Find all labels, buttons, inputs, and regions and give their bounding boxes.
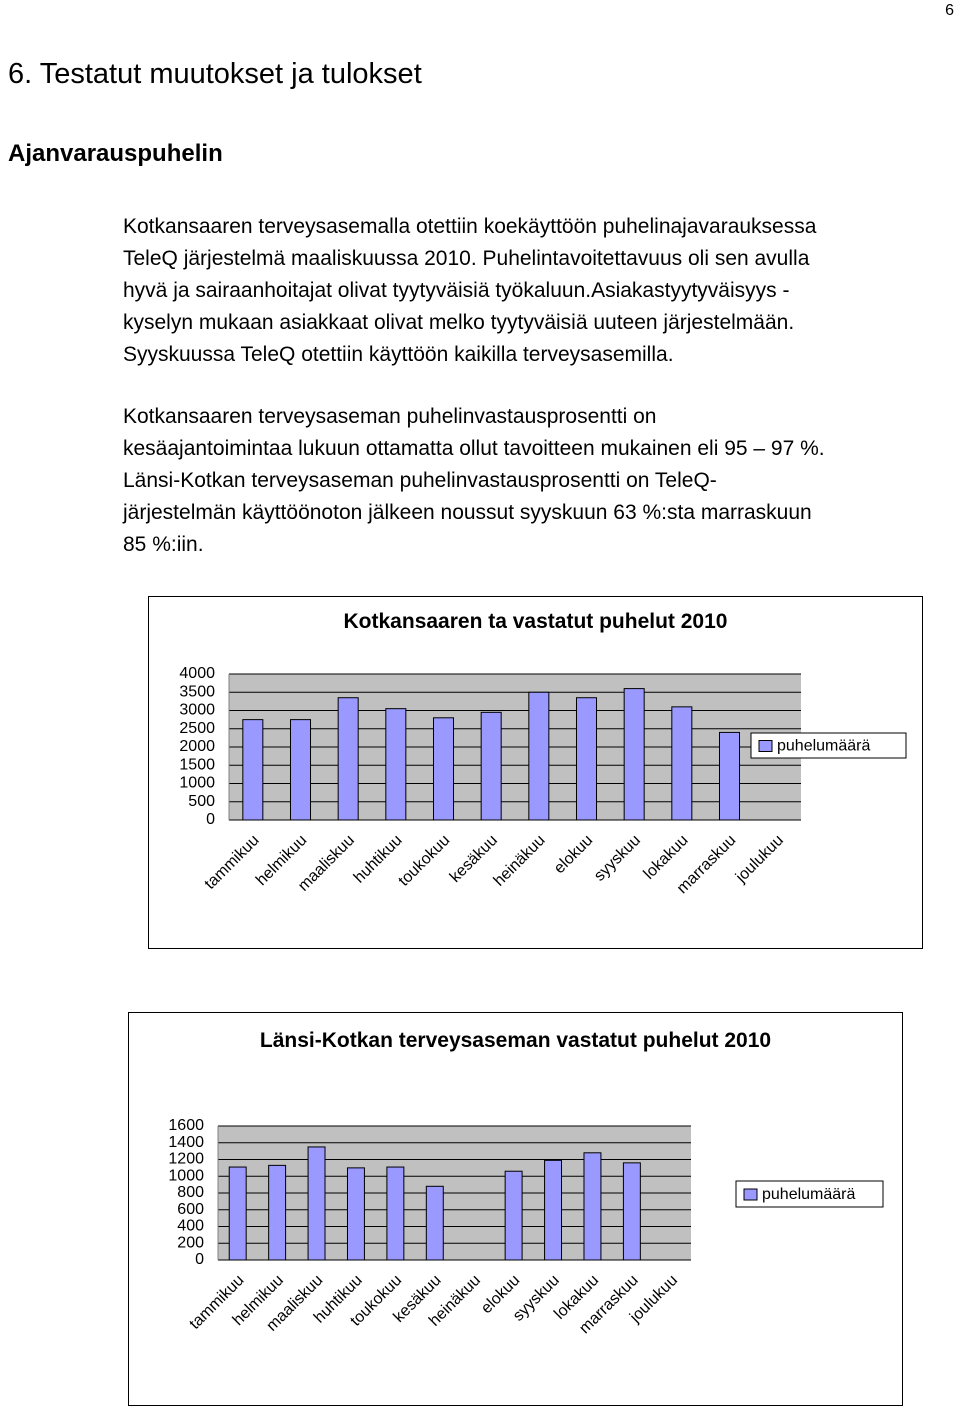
chart-title: Kotkansaaren ta vastatut puhelut 2010 bbox=[343, 610, 728, 633]
bar bbox=[671, 706, 693, 821]
bar bbox=[432, 717, 455, 821]
legend-label: puhelumäärä bbox=[762, 1186, 856, 1203]
text-line: kyselyn mukaan asiakkaat olivat melko ty… bbox=[123, 311, 795, 334]
x-tick-label: joulukuu bbox=[732, 832, 787, 887]
bar bbox=[583, 1152, 602, 1261]
heading: 6. Testatut muutokset ja tulokset bbox=[8, 58, 422, 90]
bar bbox=[289, 719, 312, 821]
chart-title: Länsi-Kotkan terveysaseman vastatut puhe… bbox=[259, 1029, 772, 1052]
y-tick-label: 1000 bbox=[179, 775, 215, 792]
page-number: 6 bbox=[945, 2, 954, 19]
bar bbox=[504, 1170, 523, 1261]
y-tick-label: 1000 bbox=[168, 1167, 204, 1184]
chart: Länsi-Kotkan terveysaseman vastatut puhe… bbox=[128, 1012, 903, 1406]
bar bbox=[346, 1167, 365, 1261]
y-tick-label: 2500 bbox=[179, 720, 215, 737]
text-line: hyvä ja sairaanhoitajat olivat tyytyväis… bbox=[123, 279, 790, 302]
y-tick-label: 400 bbox=[177, 1218, 204, 1235]
text-line: järjestelmän käyttöönoton jälkeen noussu… bbox=[123, 501, 812, 524]
bar bbox=[623, 688, 645, 821]
y-tick-label: 3000 bbox=[179, 702, 215, 719]
y-tick-label: 1400 bbox=[168, 1134, 204, 1151]
text-line: 85 %:iin. bbox=[123, 533, 204, 556]
bar bbox=[480, 711, 502, 821]
bar bbox=[337, 697, 359, 821]
y-tick-label: 3500 bbox=[179, 683, 215, 700]
bar bbox=[307, 1146, 326, 1261]
y-tick-label: 600 bbox=[177, 1201, 204, 1218]
x-tick-label: heinäkuu bbox=[491, 832, 549, 890]
text-line: Kotkansaaren terveysasemalla otettiin ko… bbox=[123, 215, 817, 238]
y-tick-label: 500 bbox=[188, 793, 215, 810]
bar bbox=[268, 1164, 287, 1261]
bar bbox=[622, 1162, 641, 1261]
bar bbox=[228, 1166, 247, 1261]
x-tick-label: syyskuu bbox=[591, 832, 644, 885]
text-line: Kotkansaaren terveysaseman puhelinvastau… bbox=[123, 405, 657, 428]
y-tick-label: 0 bbox=[206, 811, 215, 828]
legend-box bbox=[735, 1180, 884, 1208]
y-tick-label: 2000 bbox=[179, 738, 215, 755]
text-line: Länsi-Kotkan terveysaseman puhelinvastau… bbox=[123, 469, 717, 492]
legend-label: puhelumäärä bbox=[777, 738, 871, 755]
text-line: Syyskuussa TeleQ otettiin käyttöön kaiki… bbox=[123, 343, 674, 366]
bar bbox=[544, 1159, 563, 1261]
paragraph: Kotkansaaren terveysasemalla otettiin ko… bbox=[123, 211, 816, 371]
bar bbox=[386, 1166, 405, 1261]
legend-box bbox=[750, 732, 907, 759]
x-tick-label: tammikuu bbox=[202, 832, 263, 893]
y-tick-label: 800 bbox=[177, 1184, 204, 1201]
text-line: TeleQ järjestelmä maaliskuussa 2010. Puh… bbox=[123, 247, 810, 270]
text-line: kesäajantoimintaa lukuun ottamatta ollut… bbox=[123, 437, 825, 460]
legend-swatch bbox=[758, 740, 773, 752]
bar bbox=[242, 719, 264, 821]
legend-swatch bbox=[743, 1188, 758, 1201]
bar bbox=[528, 691, 550, 821]
y-tick-label: 4000 bbox=[179, 665, 215, 682]
x-tick-label: elokuu bbox=[551, 832, 596, 877]
bar bbox=[718, 731, 741, 821]
y-tick-label: 1500 bbox=[179, 756, 215, 773]
chart-svg: 02004006008001000120014001600tammikuuhel… bbox=[168, 1117, 884, 1337]
bar bbox=[385, 708, 407, 821]
bar bbox=[575, 697, 598, 821]
paragraph: Kotkansaaren terveysaseman puhelinvastau… bbox=[123, 401, 825, 561]
x-tick-label: toukokuu bbox=[395, 832, 453, 890]
subheading: Ajanvarauspuhelin bbox=[8, 140, 223, 167]
y-tick-label: 1600 bbox=[168, 1117, 204, 1134]
bar bbox=[425, 1185, 444, 1261]
y-tick-label: 200 bbox=[177, 1234, 204, 1251]
y-tick-label: 1200 bbox=[168, 1151, 204, 1168]
y-tick-label: 0 bbox=[195, 1251, 204, 1268]
